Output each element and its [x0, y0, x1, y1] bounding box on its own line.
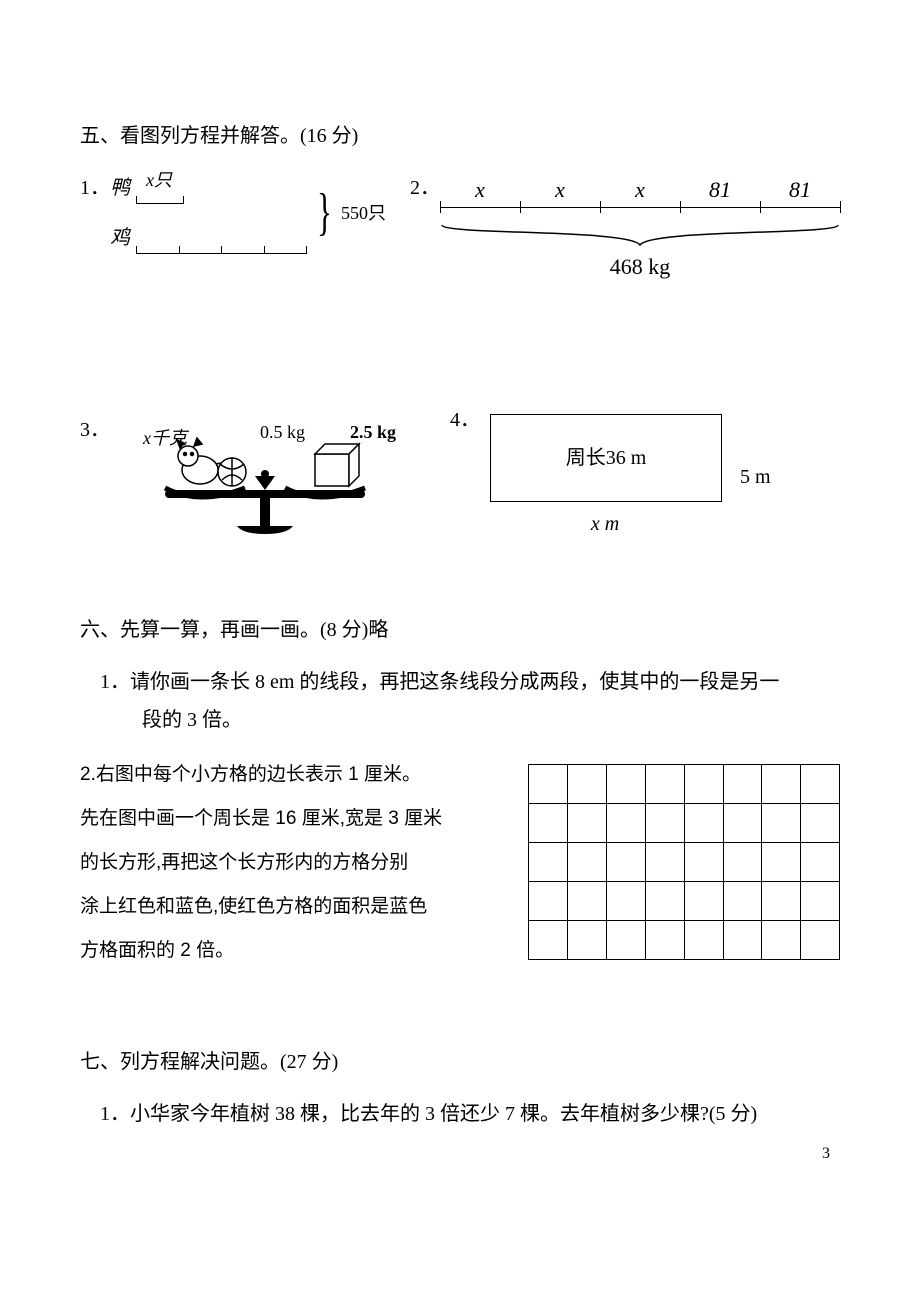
p2-ruler: xxx8181 468 kg — [440, 172, 840, 284]
grid-cell — [684, 882, 723, 921]
section-6: 六、先算一算，再画一画。(8 分)略 1．请你画一条长 8 em 的线段，再把这… — [80, 614, 840, 976]
problem-2-number: 2． — [410, 172, 440, 204]
p2-segment-label: 81 — [680, 172, 760, 207]
p1-duck-label: 鸭 — [110, 172, 130, 204]
p1-duck-row: 鸭 x只 — [110, 172, 306, 204]
grid-cell — [568, 921, 607, 960]
grid-cell — [684, 804, 723, 843]
grid-cell — [801, 921, 840, 960]
p1-x-label: x只 — [146, 166, 172, 195]
s6-q2-l5: 方格面积的 2 倍。 — [80, 932, 448, 970]
s6-q2-l3: 的长方形,再把这个长方形内的方格分别 — [80, 844, 448, 882]
s6-q2: 2.右图中每个小方格的边长表示 1 厘米。 先在图中画一个周长是 16 厘米,宽… — [80, 756, 840, 976]
s6-q1-line1: 请你画一条长 8 em 的线段，再把这条线段分成两段，使其中的一段是另一 — [130, 671, 779, 693]
grid-cell — [723, 765, 762, 804]
p3-x-label: x千克 — [142, 428, 190, 448]
grid-cell — [529, 882, 568, 921]
s6-q2-l4: 涂上红色和蓝色,使红色方格的面积是蓝色 — [80, 888, 448, 926]
problem-2: 2． xxx8181 468 kg — [410, 172, 840, 284]
grid-cell — [645, 882, 684, 921]
p2-segment-label: x — [600, 172, 680, 207]
p1-duck-ruler: x只 — [136, 186, 184, 204]
grid-cell — [568, 882, 607, 921]
p2-segment-label: x — [520, 172, 600, 207]
grid-cell — [723, 882, 762, 921]
s6-q2-l1: 右图中每个小方格的边长表示 1 厘米。 — [96, 764, 421, 785]
problem-3-number: 3． — [80, 414, 110, 446]
grid-cell — [529, 804, 568, 843]
p3-cube-label: 2.5 kg — [350, 422, 396, 442]
s6-q2-l2: 先在图中画一个周长是 16 厘米,宽是 3 厘米 — [80, 800, 448, 838]
section-6-title: 六、先算一算，再画一画。(8 分)略 — [80, 614, 840, 646]
grid-cell — [762, 843, 801, 882]
grid-cell — [645, 921, 684, 960]
p4-rectangle: 周长36 m — [490, 414, 722, 502]
s6-grid-table — [528, 764, 840, 960]
problems-row-2: 3． — [80, 404, 840, 554]
grid-cell — [762, 765, 801, 804]
grid-cell — [684, 765, 723, 804]
s6-grid — [528, 764, 840, 960]
problem-1-number: 1． — [80, 172, 110, 204]
grid-cell — [607, 765, 646, 804]
grid-cell — [607, 843, 646, 882]
p2-labels: xxx8181 — [440, 172, 840, 207]
balance-scale-icon: x千克 0.5 kg 2.5 kg — [110, 404, 420, 544]
section-7: 七、列方程解决问题。(27 分) 1．小华家今年植树 38 棵，比去年的 3 倍… — [80, 1046, 840, 1130]
p4-side-label: 5 m — [740, 461, 771, 493]
grid-cell — [801, 804, 840, 843]
p2-segment-label: 81 — [760, 172, 840, 207]
page-number: 3 — [822, 1141, 830, 1167]
p2-total: 468 kg — [440, 249, 840, 284]
grid-cell — [607, 804, 646, 843]
p2-line — [440, 207, 840, 221]
grid-cell — [762, 804, 801, 843]
p1-chicken-ruler — [136, 236, 306, 254]
p1-brace-icon: } — [317, 189, 332, 237]
problem-4: 4． 周长36 m x m 5 m — [450, 404, 840, 540]
s7-q1-num: 1． — [100, 1103, 130, 1125]
s6-q2-num: 2. — [80, 764, 96, 785]
grid-cell — [684, 921, 723, 960]
grid-cell — [723, 843, 762, 882]
grid-cell — [801, 882, 840, 921]
problem-1: 1． 鸭 x只 鸡 } — [80, 172, 410, 254]
grid-cell — [684, 843, 723, 882]
grid-cell — [529, 843, 568, 882]
section-5-title: 五、看图列方程并解答。(16 分) — [80, 120, 840, 152]
grid-cell — [645, 765, 684, 804]
grid-cell — [568, 843, 607, 882]
s6-q1: 1．请你画一条长 8 em 的线段，再把这条线段分成两段，使其中的一段是另一 段… — [80, 666, 840, 736]
grid-cell — [529, 765, 568, 804]
grid-cell — [607, 882, 646, 921]
s6-q1-line2: 段的 3 倍。 — [100, 704, 840, 736]
grid-cell — [607, 921, 646, 960]
problem-3: 3． — [80, 404, 450, 554]
grid-cell — [645, 804, 684, 843]
grid-cell — [762, 882, 801, 921]
problem-4-number: 4． — [450, 404, 480, 436]
grid-cell — [723, 804, 762, 843]
p4-perimeter-text: 周长36 m — [566, 442, 647, 474]
p3-ball-label: 0.5 kg — [260, 422, 305, 442]
p1-total: 550只 — [341, 199, 386, 228]
s7-q1-text: 小华家今年植树 38 棵，比去年的 3 倍还少 7 棵。去年植树多少棵?(5 分… — [130, 1103, 757, 1125]
grid-cell — [529, 921, 568, 960]
p2-underbrace-icon — [440, 223, 840, 247]
grid-cell — [762, 921, 801, 960]
grid-cell — [801, 765, 840, 804]
grid-cell — [568, 804, 607, 843]
grid-cell — [801, 843, 840, 882]
s6-q1-num: 1． — [100, 671, 130, 693]
s7-q1: 1．小华家今年植树 38 棵，比去年的 3 倍还少 7 棵。去年植树多少棵?(5… — [80, 1098, 840, 1130]
p2-segment-label: x — [440, 172, 520, 207]
p1-chicken-row: 鸡 — [110, 222, 306, 254]
grid-cell — [723, 921, 762, 960]
grid-cell — [568, 765, 607, 804]
p1-chicken-label: 鸡 — [110, 222, 130, 254]
section-7-title: 七、列方程解决问题。(27 分) — [80, 1046, 840, 1078]
problems-row-1: 1． 鸭 x只 鸡 } — [80, 172, 840, 284]
grid-cell — [645, 843, 684, 882]
p4-bottom-label: x m — [490, 508, 720, 540]
